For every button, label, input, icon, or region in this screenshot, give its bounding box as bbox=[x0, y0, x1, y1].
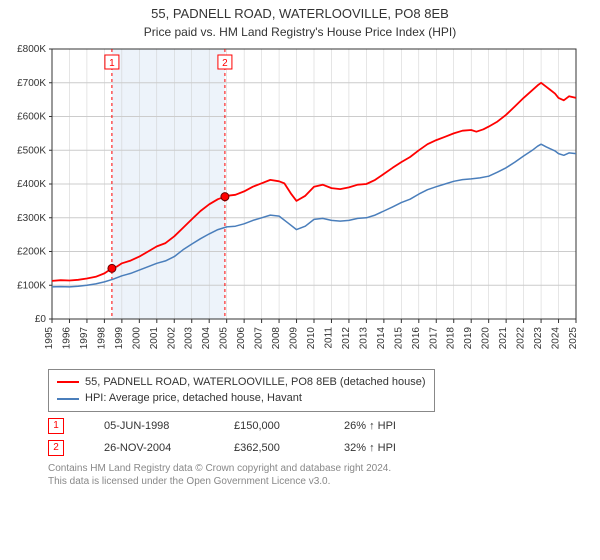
legend: 55, PADNELL ROAD, WATERLOOVILLE, PO8 8EB… bbox=[48, 369, 435, 412]
svg-text:2010: 2010 bbox=[306, 326, 317, 349]
svg-text:2004: 2004 bbox=[201, 326, 212, 349]
sale-row: 2 26-NOV-2004 £362,500 32% ↑ HPI bbox=[48, 440, 590, 456]
svg-text:2000: 2000 bbox=[131, 326, 142, 349]
svg-text:2005: 2005 bbox=[219, 326, 230, 349]
attribution-line: Contains HM Land Registry data © Crown c… bbox=[48, 462, 590, 475]
attribution: Contains HM Land Registry data © Crown c… bbox=[48, 462, 590, 488]
svg-text:£600K: £600K bbox=[17, 111, 46, 122]
sale-price: £362,500 bbox=[234, 442, 304, 454]
chart-subtitle: Price paid vs. HM Land Registry's House … bbox=[10, 25, 590, 39]
svg-text:2013: 2013 bbox=[358, 326, 369, 349]
legend-item: 55, PADNELL ROAD, WATERLOOVILLE, PO8 8EB… bbox=[57, 374, 426, 391]
svg-text:2018: 2018 bbox=[446, 326, 457, 349]
svg-text:2022: 2022 bbox=[516, 326, 527, 349]
sale-hpi: 32% ↑ HPI bbox=[344, 442, 396, 454]
sale-hpi: 26% ↑ HPI bbox=[344, 420, 396, 432]
svg-text:2001: 2001 bbox=[149, 326, 160, 349]
svg-text:2011: 2011 bbox=[323, 326, 334, 348]
svg-text:2: 2 bbox=[222, 58, 228, 69]
svg-text:2021: 2021 bbox=[498, 326, 509, 349]
svg-text:2025: 2025 bbox=[568, 326, 579, 349]
svg-text:1999: 1999 bbox=[114, 326, 125, 349]
svg-text:£500K: £500K bbox=[17, 145, 46, 156]
svg-text:£0: £0 bbox=[35, 314, 47, 325]
svg-text:£800K: £800K bbox=[17, 45, 46, 55]
legend-label: 55, PADNELL ROAD, WATERLOOVILLE, PO8 8EB… bbox=[85, 374, 426, 391]
legend-label: HPI: Average price, detached house, Hava… bbox=[85, 390, 302, 407]
svg-text:1995: 1995 bbox=[44, 326, 55, 349]
sale-date: 26-NOV-2004 bbox=[104, 442, 194, 454]
sale-row: 1 05-JUN-1998 £150,000 26% ↑ HPI bbox=[48, 418, 590, 434]
svg-text:1998: 1998 bbox=[96, 326, 107, 349]
svg-text:£200K: £200K bbox=[17, 246, 46, 257]
svg-text:2009: 2009 bbox=[289, 326, 300, 349]
svg-text:£300K: £300K bbox=[17, 213, 46, 224]
chart-svg: £0 £100K £200K £300K £400K £500K £600K £700K £80… bbox=[10, 45, 580, 365]
svg-text:2006: 2006 bbox=[236, 326, 247, 349]
chart-title: 55, PADNELL ROAD, WATERLOOVILLE, PO8 8EB bbox=[10, 6, 590, 23]
svg-text:2012: 2012 bbox=[341, 326, 352, 349]
legend-item: HPI: Average price, detached house, Hava… bbox=[57, 390, 426, 407]
svg-text:2020: 2020 bbox=[481, 326, 492, 349]
svg-text:1996: 1996 bbox=[61, 326, 72, 349]
chart-container: 55, PADNELL ROAD, WATERLOOVILLE, PO8 8EB… bbox=[0, 0, 600, 560]
svg-text:2007: 2007 bbox=[254, 326, 265, 349]
sale-marker-icon: 1 bbox=[48, 418, 64, 434]
svg-text:2002: 2002 bbox=[166, 326, 177, 349]
svg-text:2015: 2015 bbox=[393, 326, 404, 349]
sale-price: £150,000 bbox=[234, 420, 304, 432]
svg-text:£100K: £100K bbox=[17, 280, 46, 291]
line-chart: £0 £100K £200K £300K £400K £500K £600K £700K £80… bbox=[10, 45, 590, 365]
svg-text:1997: 1997 bbox=[79, 326, 90, 349]
legend-swatch bbox=[57, 381, 79, 383]
sales-table: 1 05-JUN-1998 £150,000 26% ↑ HPI 2 26-NOV-200… bbox=[48, 418, 590, 456]
svg-text:£400K: £400K bbox=[17, 179, 46, 190]
sale-marker-icon: 2 bbox=[48, 440, 64, 456]
svg-text:£700K: £700K bbox=[17, 78, 46, 89]
svg-text:2008: 2008 bbox=[271, 326, 282, 349]
svg-text:2017: 2017 bbox=[428, 326, 439, 349]
svg-text:1: 1 bbox=[109, 58, 115, 69]
sale-date: 05-JUN-1998 bbox=[104, 420, 194, 432]
svg-text:2024: 2024 bbox=[551, 326, 562, 349]
svg-text:2016: 2016 bbox=[411, 326, 422, 349]
svg-text:2019: 2019 bbox=[463, 326, 474, 349]
legend-swatch bbox=[57, 398, 79, 400]
attribution-line: This data is licensed under the Open Gov… bbox=[48, 475, 590, 488]
svg-text:2023: 2023 bbox=[533, 326, 544, 349]
svg-text:2003: 2003 bbox=[184, 326, 195, 349]
svg-text:2014: 2014 bbox=[376, 326, 387, 349]
